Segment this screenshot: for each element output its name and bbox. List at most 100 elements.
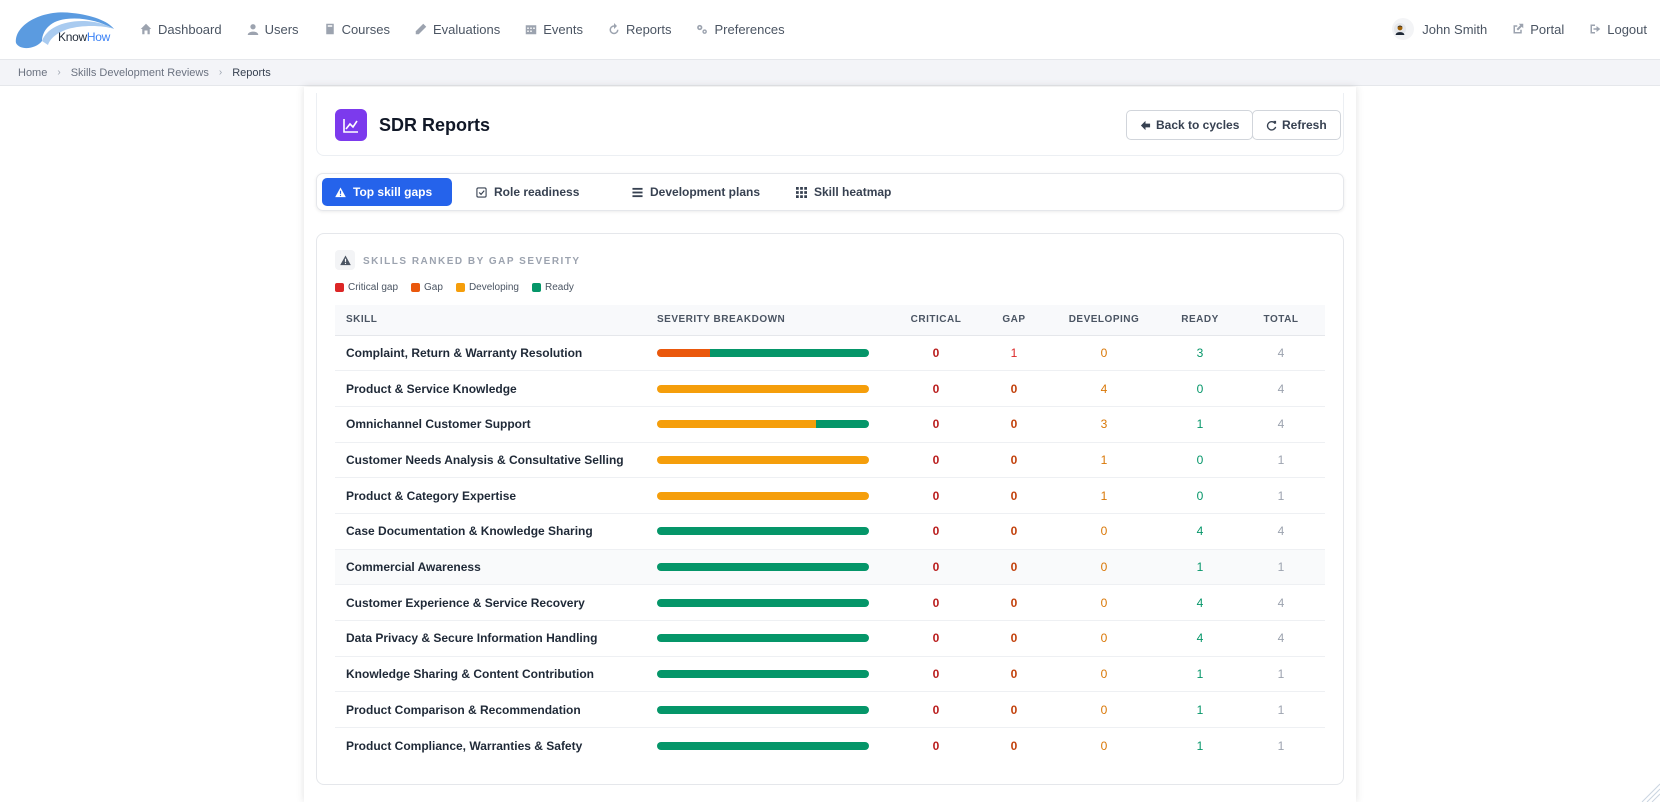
developing-segment [657, 384, 869, 393]
table-row[interactable]: Knowledge Sharing & Content Contribution… [335, 656, 1325, 692]
ready-count: 4 [1196, 524, 1204, 539]
nav-dashboard-label: Dashboard [158, 21, 222, 37]
arrow-left-icon [1140, 120, 1151, 130]
back-to-cycles-button[interactable]: Back to cycles [1126, 110, 1254, 140]
col-header-skill[interactable]: SKILL [346, 314, 378, 326]
ready-count: 3 [1196, 345, 1204, 360]
col-header-total[interactable]: TOTAL [1263, 314, 1299, 326]
nav-courses[interactable]: Courses [324, 22, 390, 37]
total-count: 1 [1277, 559, 1285, 574]
tab-top-skill-gaps[interactable]: Top skill gaps [322, 178, 452, 206]
severity-breakdown [657, 728, 889, 764]
tab-role-readiness-label: Role readiness [494, 185, 580, 199]
critical-count: 0 [932, 417, 940, 432]
legend-swatch [335, 283, 344, 292]
col-header-ready[interactable]: READY [1181, 314, 1219, 326]
table-row[interactable]: Customer Needs Analysis & Consultative S… [335, 442, 1325, 478]
total-count: 1 [1277, 702, 1285, 717]
severity-bar [657, 705, 869, 714]
table-row[interactable]: Product Comparison & Recommendation 0 0 0 1 1 [335, 692, 1325, 728]
col-header-gap[interactable]: GAP [1002, 314, 1026, 326]
developing-count: 0 [1100, 667, 1108, 682]
user-name: John Smith [1422, 21, 1488, 37]
nav-events-label: Events [543, 21, 583, 37]
critical-count: 0 [932, 524, 940, 539]
developing-count: 0 [1100, 559, 1108, 574]
ready-count: 4 [1196, 595, 1204, 610]
developing-count: 3 [1100, 417, 1108, 432]
table-row[interactable]: Data Privacy & Secure Information Handli… [335, 621, 1325, 657]
ready-count: 1 [1196, 667, 1204, 682]
list-icon [632, 187, 643, 197]
table-row[interactable]: Complaint, Return & Warranty Resolution 0… [335, 335, 1325, 371]
legend-item: Ready [531, 282, 574, 293]
tab-development-plans-label: Development plans [650, 185, 761, 199]
critical-count: 0 [932, 452, 940, 467]
breadcrumb-section[interactable]: Skills Development Reviews [70, 66, 209, 79]
gap-count: 0 [1010, 559, 1018, 574]
gap-count: 0 [1010, 667, 1018, 682]
ready-segment [657, 562, 869, 571]
nav-logout-label: Logout [1607, 21, 1647, 37]
refresh-button[interactable]: Refresh [1252, 110, 1341, 140]
skill-name: Commercial Awareness [346, 559, 481, 574]
gap-count: 0 [1010, 381, 1018, 396]
nav-portal[interactable]: Portal [1512, 22, 1564, 37]
developing-segment [657, 420, 816, 429]
severity-bar [657, 562, 869, 571]
ready-count: 1 [1196, 738, 1204, 753]
table-row[interactable]: Omnichannel Customer Support 0 0 3 1 4 [335, 406, 1325, 443]
severity-breakdown [657, 406, 889, 442]
nav-dashboard[interactable]: Dashboard [140, 22, 222, 37]
col-header-critical[interactable]: CRITICAL [910, 314, 962, 326]
nav-users[interactable]: Users [247, 22, 299, 37]
total-count: 4 [1277, 417, 1285, 432]
critical-count: 0 [932, 631, 940, 646]
critical-count: 0 [932, 702, 940, 717]
gap-count: 0 [1010, 452, 1018, 467]
table-row[interactable]: Commercial Awareness 0 0 0 1 1 [335, 549, 1325, 585]
nav-preferences[interactable]: Preferences [696, 22, 785, 37]
knowhow-logo[interactable]: KnowHow [12, 7, 116, 51]
severity-breakdown [657, 656, 889, 692]
skill-name: Product & Category Expertise [346, 488, 517, 503]
page-title: SDR Reports [379, 115, 491, 135]
table-row[interactable]: Product & Category Expertise 0 0 1 0 1 [335, 478, 1325, 514]
user-menu[interactable]: John Smith [1392, 18, 1487, 40]
breadcrumb-home[interactable]: Home [18, 66, 48, 79]
tab-development-plans[interactable]: Development plans [619, 178, 773, 206]
ready-segment [816, 420, 869, 429]
legend-label: Gap [424, 282, 443, 293]
tab-skill-heatmap-label: Skill heatmap [814, 185, 892, 199]
tab-skill-heatmap[interactable]: Skill heatmap [783, 178, 904, 206]
home-icon [140, 23, 152, 35]
developing-count: 0 [1100, 702, 1108, 717]
table-row[interactable]: Case Documentation & Knowledge Sharing 0 0… [335, 513, 1325, 550]
col-header-developing[interactable]: DEVELOPING [1068, 314, 1140, 326]
logout-icon [1590, 24, 1601, 34]
table-row[interactable]: Product & Service Knowledge 0 0 4 0 4 [335, 371, 1325, 407]
developing-count: 0 [1100, 524, 1108, 539]
severity-bar [657, 348, 869, 357]
table-row[interactable]: Customer Experience & Service Recovery 0 0… [335, 585, 1325, 621]
table-row[interactable]: Product Compliance, Warranties & Safety 0… [335, 728, 1325, 764]
gap-count: 0 [1010, 417, 1018, 432]
critical-count: 0 [932, 738, 940, 753]
ready-segment [710, 348, 869, 357]
nav-reports[interactable]: Reports [608, 22, 671, 37]
skill-name: Omnichannel Customer Support [346, 417, 531, 432]
breadcrumb-chevron-icon: › [57, 67, 61, 78]
ready-count: 0 [1196, 381, 1204, 396]
skill-name: Data Privacy & Secure Information Handli… [346, 631, 598, 646]
col-header-severity: SEVERITY BREAKDOWN [657, 314, 786, 326]
nav-logout[interactable]: Logout [1589, 22, 1647, 37]
skill-name: Product Compliance, Warranties & Safety [346, 738, 583, 753]
severity-breakdown [657, 335, 889, 371]
ready-segment [657, 598, 869, 607]
severity-breakdown [657, 621, 889, 657]
critical-count: 0 [932, 345, 940, 360]
nav-events[interactable]: Events [525, 22, 583, 37]
total-count: 4 [1277, 345, 1285, 360]
tab-role-readiness[interactable]: Role readiness [463, 178, 592, 206]
nav-evaluations[interactable]: Evaluations [415, 22, 500, 37]
